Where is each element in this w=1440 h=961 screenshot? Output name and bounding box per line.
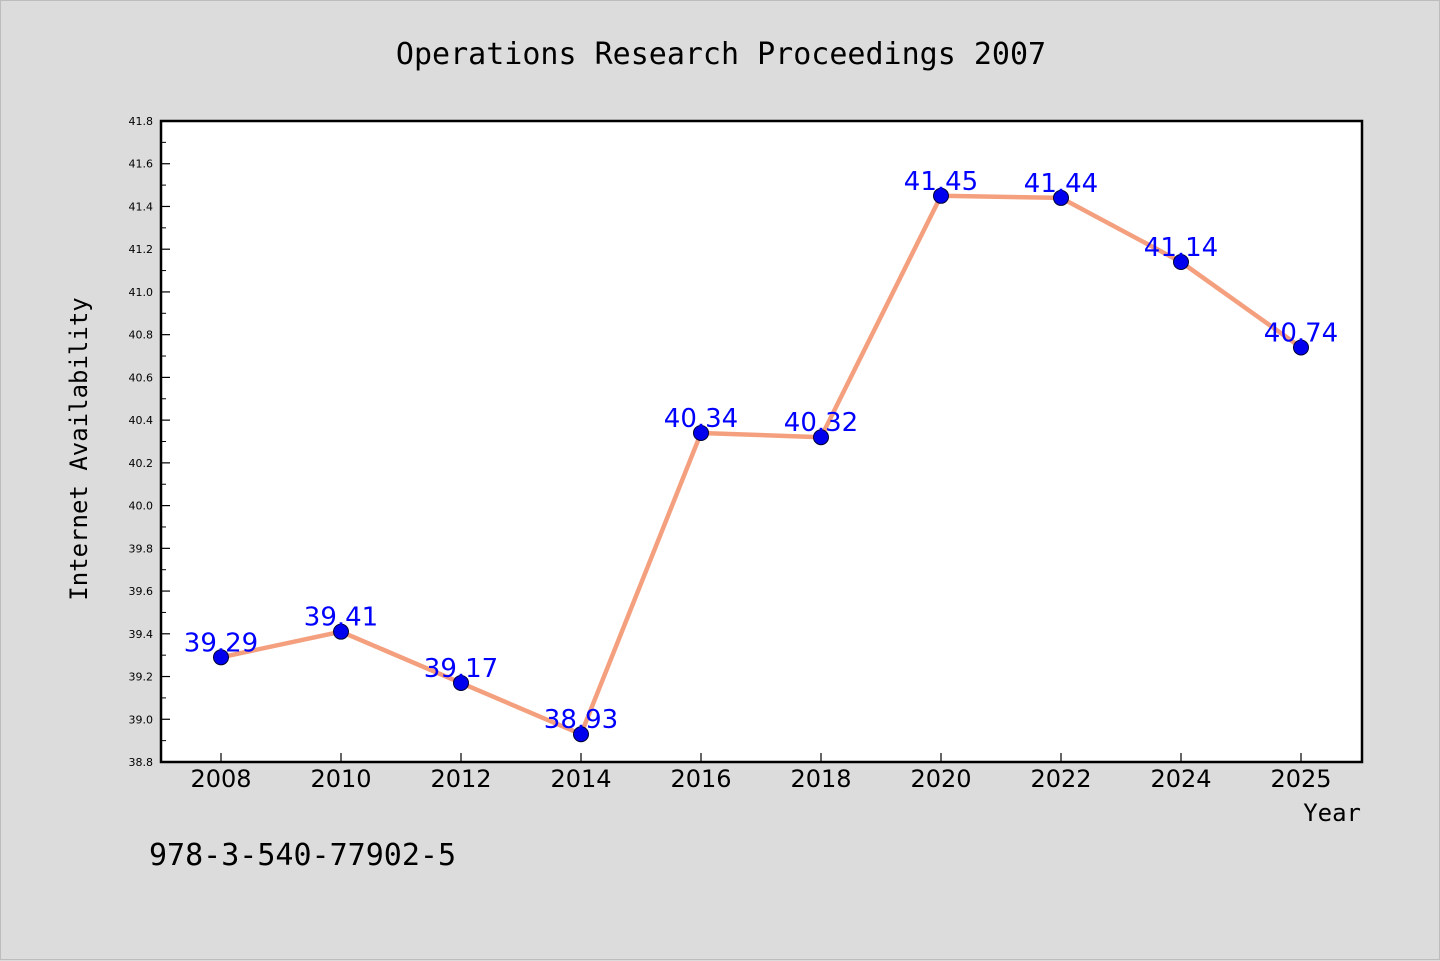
chart-title: Operations Research Proceedings 2007 — [396, 37, 1046, 72]
data-label: 40.32 — [784, 408, 858, 438]
data-label: 41.14 — [1144, 233, 1218, 263]
x-tick-label: 2025 — [1270, 765, 1331, 793]
data-point — [1173, 254, 1189, 271]
y-tick-label: 39.8 — [129, 542, 154, 555]
data-label: 39.29 — [184, 628, 258, 658]
data-point — [213, 649, 229, 666]
x-tick-label: 2014 — [550, 765, 611, 793]
data-point — [933, 187, 949, 204]
data-labels: 39.29 39.41 39.17 38.93 40.34 40.32 41.45 41.44… — [184, 167, 1338, 735]
data-label: 39.41 — [304, 603, 378, 633]
plot-area — [161, 121, 1362, 762]
y-tick-label: 38.8 — [129, 756, 154, 769]
series-line — [218, 193, 1304, 737]
x-tick-label: 2022 — [1030, 765, 1091, 793]
x-tick-label: 2010 — [310, 765, 371, 793]
y-tick-label: 41.8 — [129, 115, 154, 128]
y-tick-label: 39.6 — [129, 585, 154, 598]
x-tick-label: 2016 — [670, 765, 731, 793]
data-point — [333, 623, 349, 640]
y-tick-label: 41.2 — [129, 243, 154, 256]
y-tick-label: 41.0 — [129, 286, 154, 299]
data-label: 40.74 — [1264, 318, 1338, 348]
data-point — [453, 674, 469, 691]
x-tick-label: 2018 — [790, 765, 851, 793]
y-tick-label: 40.0 — [129, 500, 154, 513]
y-tick-label: 41.6 — [129, 158, 154, 171]
axis-ticks: 38.8 39.0 39.2 39.4 39.6 39.8 40.0 40.2 40.4 40.6… — [129, 115, 1332, 793]
y-tick-label: 40.4 — [129, 414, 154, 427]
y-tick-label: 40.6 — [129, 371, 154, 384]
x-tick-label: 2020 — [910, 765, 971, 793]
y-tick-label: 40.2 — [129, 457, 154, 470]
y-tick-label: 40.8 — [129, 329, 154, 342]
x-tick-label: 2024 — [1150, 765, 1211, 793]
data-point — [813, 429, 829, 446]
x-tick-label: 2008 — [190, 765, 251, 793]
data-point — [693, 424, 709, 441]
y-tick-label: 41.4 — [129, 200, 154, 213]
data-label: 40.34 — [664, 404, 738, 434]
isbn-footer: 978-3-540-77902-5 — [149, 838, 456, 873]
data-label: 41.45 — [904, 167, 978, 197]
data-label: 39.17 — [424, 654, 498, 684]
y-tick-label: 39.4 — [129, 628, 154, 641]
data-point — [1053, 189, 1069, 206]
plot-frame — [159, 119, 1364, 764]
y-tick-label: 39.0 — [129, 713, 154, 726]
x-axis-label: Year — [1303, 799, 1361, 827]
data-label: 38.93 — [544, 705, 618, 735]
data-point — [1293, 339, 1309, 356]
data-label: 41.44 — [1024, 169, 1098, 199]
x-tick-label: 2012 — [430, 765, 491, 793]
data-points — [213, 187, 1309, 743]
y-tick-label: 39.2 — [129, 671, 154, 684]
data-point — [573, 726, 589, 743]
y-axis-label: Internet Availability — [65, 297, 93, 600]
series-polyline — [218, 193, 1304, 737]
